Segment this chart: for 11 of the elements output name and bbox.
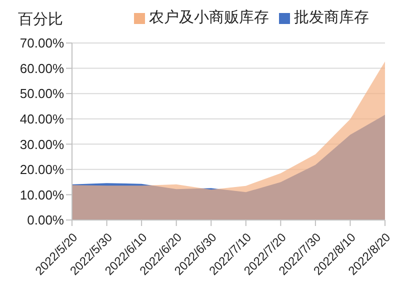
y-tick-label: 60.00%	[20, 60, 64, 76]
y-axis-title: 百分比	[18, 10, 63, 29]
y-tick-label: 70.00%	[20, 36, 64, 51]
y-tick-label: 0.00%	[27, 212, 64, 228]
y-tick-label: 30.00%	[20, 136, 64, 152]
legend-label: 农户及小商贩库存	[149, 9, 269, 26]
y-tick-label: 50.00%	[20, 86, 64, 102]
y-tick-label: 10.00%	[20, 187, 64, 202]
legend-label: 批发商库存	[294, 9, 369, 26]
y-tick-label: 20.00%	[20, 162, 64, 178]
y-tick-label: 40.00%	[20, 111, 64, 126]
